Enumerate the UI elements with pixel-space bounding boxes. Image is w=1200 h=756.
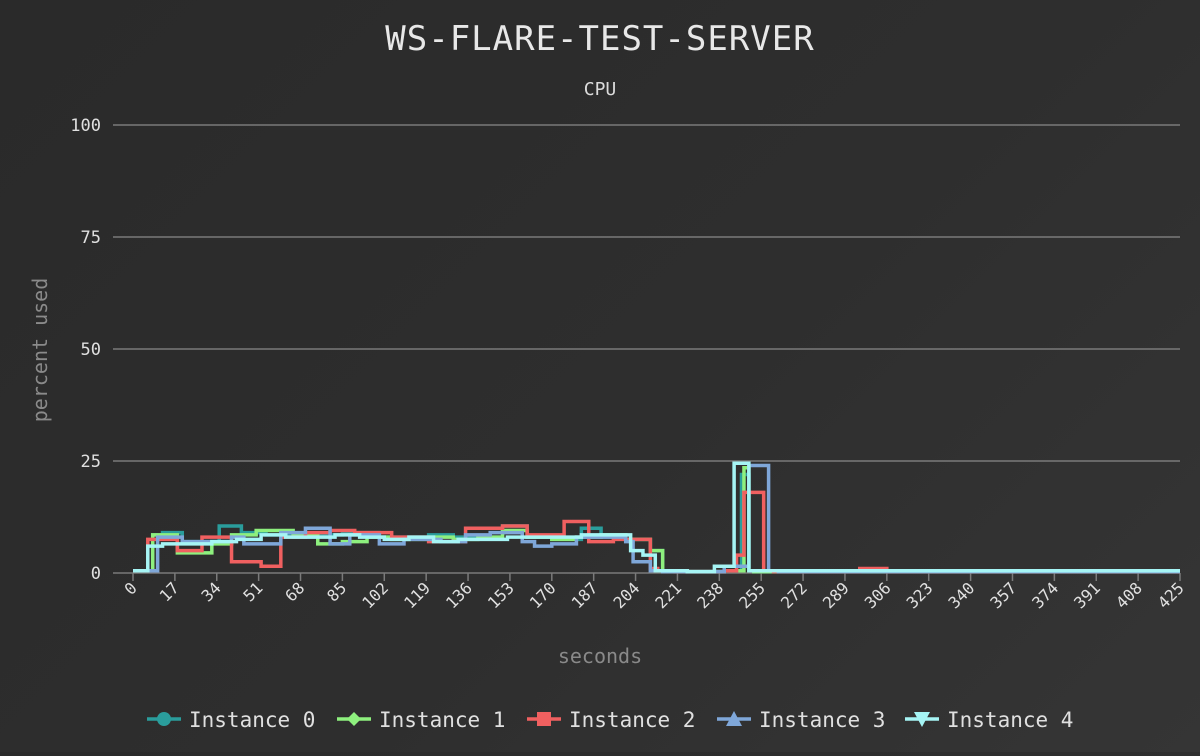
chart-title: WS-FLARE-TEST-SERVER [385, 19, 814, 59]
y-tick-label: 75 [81, 228, 101, 248]
x-tick-label: 136 [442, 578, 476, 612]
x-tick-label: 68 [281, 578, 308, 605]
legend: Instance 0 Instance 1 Instance 2 Instance 3… [147, 708, 1073, 732]
x-tick-label: 340 [945, 578, 979, 612]
x-tick-label: 357 [986, 578, 1020, 612]
x-tick-label: 391 [1070, 578, 1104, 612]
x-tick-label: 425 [1154, 578, 1188, 612]
series-line-instance-4 [133, 461, 1180, 574]
y-tick-label: 25 [81, 452, 101, 472]
legend-square-icon [537, 712, 551, 726]
x-tick-label: 34 [198, 578, 225, 605]
x-tick-label: 170 [526, 578, 560, 612]
x-axis-title: seconds [558, 644, 642, 668]
x-tick-label: 255 [735, 578, 769, 612]
legend-item-instance-1[interactable]: Instance 1 [337, 708, 505, 732]
x-tick-label: 272 [777, 578, 811, 612]
legend-label: Instance 1 [379, 708, 505, 732]
chart-subtitle: CPU [584, 79, 617, 100]
x-tick-label: 306 [861, 578, 895, 612]
legend-circle-icon [157, 712, 171, 726]
x-tick-label: 238 [693, 578, 727, 612]
legend-label: Instance 2 [569, 708, 695, 732]
x-tick-label: 323 [903, 578, 937, 612]
x-tick-label: 221 [651, 578, 685, 612]
legend-label: Instance 4 [947, 708, 1073, 732]
legend-label: Instance 3 [759, 708, 885, 732]
x-tick-label: 374 [1028, 578, 1062, 612]
x-tick-label: 51 [239, 578, 266, 605]
x-tick-label: 17 [156, 578, 183, 605]
legend-triangle-up-icon [726, 711, 742, 726]
y-tick-label: 0 [91, 564, 101, 584]
legend-diamond-icon [347, 712, 361, 726]
legend-item-instance-3[interactable]: Instance 3 [717, 708, 885, 732]
x-tick-label: 408 [1112, 578, 1146, 612]
y-axis-title: percent used [28, 278, 52, 423]
x-tick-label: 153 [484, 578, 518, 612]
x-axis-ticks: 0 17 34 51 68 85 102 119 136 153 170 187 204 221 238 25… [121, 573, 1188, 612]
y-tick-label: 100 [70, 116, 101, 136]
y-axis-ticks: 0 25 50 75 100 [70, 116, 101, 584]
legend-item-instance-0[interactable]: Instance 0 [147, 708, 315, 732]
legend-label: Instance 0 [189, 708, 315, 732]
legend-item-instance-2[interactable]: Instance 2 [527, 708, 695, 732]
x-tick-label: 85 [323, 578, 350, 605]
series-lines [133, 461, 1180, 574]
x-tick-label: 289 [819, 578, 853, 612]
x-tick-label: 0 [121, 578, 141, 598]
gridlines [113, 124, 1180, 574]
legend-item-instance-4[interactable]: Instance 4 [905, 708, 1073, 732]
x-tick-label: 204 [610, 578, 644, 612]
x-tick-label: 119 [400, 578, 434, 612]
series-line-instance-2 [133, 490, 1180, 574]
x-tick-label: 187 [568, 578, 602, 612]
y-tick-label: 50 [81, 340, 101, 360]
x-tick-label: 102 [358, 578, 392, 612]
legend-triangle-down-icon [914, 712, 930, 727]
